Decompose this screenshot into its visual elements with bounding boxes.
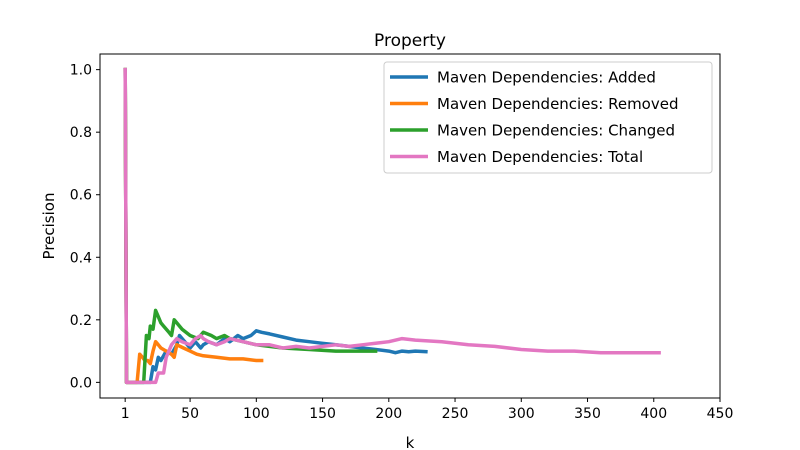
x-tick-label: 450 xyxy=(707,406,734,422)
x-axis-label: k xyxy=(406,434,415,450)
y-tick-label: 0.2 xyxy=(70,313,92,329)
x-tick-label: 200 xyxy=(375,406,402,422)
plot-frame xyxy=(99,53,721,399)
series-line-4 xyxy=(123,67,661,385)
y-axis-label: Precision xyxy=(40,193,58,260)
x-tick-label: 400 xyxy=(640,406,667,422)
legend-box xyxy=(383,61,713,174)
series-layer xyxy=(123,67,661,385)
y-tick-label: 0.6 xyxy=(70,188,92,204)
chart-title: Property xyxy=(374,31,446,51)
legend-label-4: Maven Dependencies: Total xyxy=(437,148,643,166)
y-tick-label: 1.0 xyxy=(70,63,92,79)
y-axis: 0.0 0.2 0.4 0.6 0.8 1.0 xyxy=(70,63,100,391)
x-tick-label: 100 xyxy=(243,406,270,422)
x-tick-label: 50 xyxy=(181,406,199,422)
x-tick-label: 150 xyxy=(309,406,336,422)
x-tick-label: 250 xyxy=(442,406,469,422)
legend-label-1: Maven Dependencies: Added xyxy=(437,69,656,87)
x-tick-label: 1 xyxy=(121,406,130,422)
legend-label-2: Maven Dependencies: Removed xyxy=(437,95,678,113)
x-axis: 1 50 100 150 200 250 300 350 400 450 xyxy=(121,398,734,422)
legend-label-3: Maven Dependencies: Changed xyxy=(437,122,675,140)
y-tick-label: 0.4 xyxy=(70,250,92,266)
x-tick-label: 350 xyxy=(574,406,601,422)
legend: Maven Dependencies: Added Maven Dependenc… xyxy=(383,61,713,174)
x-tick-label: 300 xyxy=(508,406,535,422)
y-tick-label: 0.0 xyxy=(70,375,92,391)
y-tick-label: 0.8 xyxy=(70,125,92,141)
